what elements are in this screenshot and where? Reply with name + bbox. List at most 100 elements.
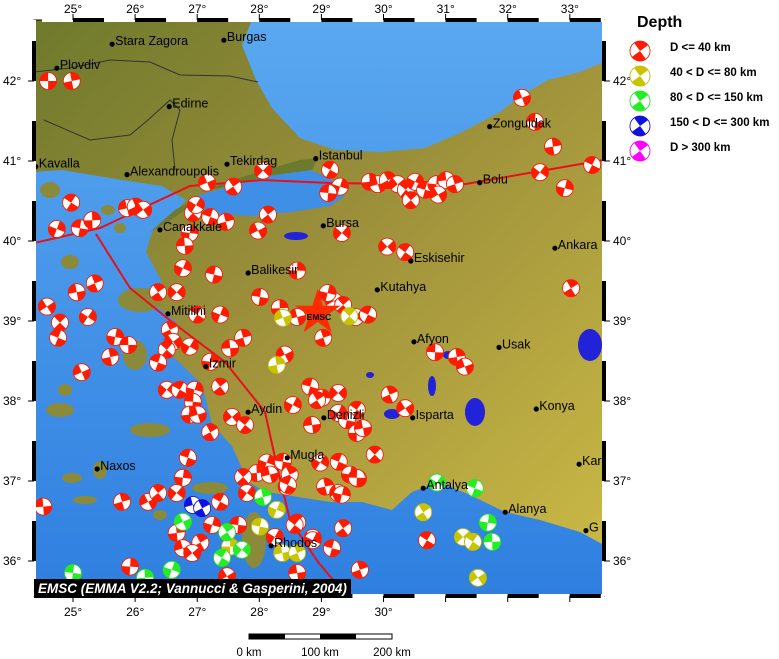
earthquake-mechanism bbox=[67, 283, 86, 302]
lat-label-left: 40° bbox=[3, 234, 21, 248]
earthquake-mechanism bbox=[70, 219, 89, 238]
earthquake-mechanism bbox=[180, 337, 199, 356]
earthquake-mechanism bbox=[329, 384, 348, 402]
earthquake-mechanism bbox=[113, 492, 131, 511]
city-dot bbox=[284, 455, 290, 461]
city-label: G bbox=[589, 521, 599, 535]
epicenter-marker: EMSC bbox=[294, 289, 341, 333]
earthquake-mechanism bbox=[149, 353, 167, 372]
earthquake-mechanism bbox=[323, 539, 341, 558]
earthquake-mechanism bbox=[265, 528, 284, 546]
earthquake-mechanism bbox=[101, 348, 120, 366]
earthquake-mechanism bbox=[365, 445, 384, 464]
earthquake-mechanism bbox=[429, 185, 448, 204]
earthquake-mechanism bbox=[251, 288, 269, 306]
city-dot bbox=[583, 528, 589, 534]
earthquake-mechanism bbox=[174, 468, 192, 487]
city-dot bbox=[374, 287, 380, 293]
lat-label-left: 38° bbox=[3, 394, 21, 408]
city-label: Usak bbox=[502, 337, 531, 351]
scale-label-0: 0 km bbox=[236, 647, 262, 659]
city-label: Konya bbox=[539, 399, 574, 413]
earthquake-mechanism bbox=[483, 532, 502, 551]
earthquake-mechanism bbox=[288, 544, 307, 562]
earthquake-mechanism bbox=[51, 313, 69, 332]
city-label: Rhodos bbox=[274, 536, 317, 550]
earthquake-mechanism bbox=[454, 528, 472, 546]
earthquake-mechanism bbox=[316, 477, 335, 496]
city-dot bbox=[487, 124, 493, 130]
earthquake-mechanism bbox=[544, 137, 562, 156]
map-area: Stara Zagora Burgas Plovdiv Edirne Kavalla Al… bbox=[34, 20, 604, 596]
lon-label-top: 31° bbox=[437, 2, 455, 16]
city-dot bbox=[533, 406, 539, 412]
earthquake-mechanism bbox=[426, 343, 444, 362]
city-label: Ankara bbox=[558, 238, 598, 252]
city-label: Bolu bbox=[483, 173, 508, 187]
earthquake-mechanism bbox=[188, 405, 207, 424]
lon-label-bottom: 28° bbox=[250, 605, 268, 619]
earthquake-mechanism bbox=[288, 261, 307, 280]
city-label: Kavalla bbox=[39, 157, 80, 171]
city-dot bbox=[224, 161, 230, 167]
lakes bbox=[284, 232, 602, 426]
earthquake-mechanism bbox=[174, 512, 192, 531]
earthquake-mechanism bbox=[414, 503, 433, 522]
lon-label-top: 32° bbox=[499, 2, 517, 16]
earthquake-mechanism bbox=[183, 544, 202, 562]
lat-label-left: 37° bbox=[3, 474, 21, 488]
lon-label-top: 27° bbox=[188, 2, 206, 16]
earthquake-mechanism bbox=[237, 484, 256, 502]
earthquake-mechanism bbox=[396, 399, 415, 418]
earthquake-mechanism bbox=[213, 548, 231, 567]
city-dot bbox=[321, 415, 327, 421]
earthquake-mechanism bbox=[314, 328, 333, 347]
lat-label-right: 37° bbox=[613, 474, 631, 488]
epicenter-label: EMSC bbox=[307, 312, 332, 322]
earthquake-mechanism bbox=[216, 212, 235, 231]
scale-bar bbox=[248, 633, 393, 640]
earthquake-mechanism bbox=[187, 196, 205, 214]
earthquake-mechanism bbox=[321, 160, 339, 179]
earthquake-mechanism bbox=[311, 453, 330, 472]
city-dot bbox=[410, 415, 416, 421]
earthquake-mechanism bbox=[236, 416, 254, 434]
earthquake-mechanism bbox=[203, 516, 222, 534]
beachball-red-icon bbox=[629, 40, 651, 62]
earthquake-mechanism bbox=[218, 523, 236, 542]
earthquake-mechanism bbox=[396, 243, 415, 262]
map-credit: EMSC (EMMA V2.2; Vannucci & Gasperini, 2… bbox=[34, 579, 351, 598]
city-dot bbox=[124, 172, 130, 178]
city-label: Antalya bbox=[426, 478, 468, 492]
earthquake-mechanism bbox=[332, 485, 351, 504]
city-dot bbox=[411, 339, 417, 345]
earthquake-mechanism bbox=[167, 484, 186, 502]
city-dot bbox=[420, 485, 426, 491]
lat-label-right: 41° bbox=[613, 154, 631, 168]
earthquake-mechanism bbox=[254, 488, 272, 506]
beachball-blue-icon bbox=[629, 115, 651, 137]
earthquake-mechanism bbox=[106, 328, 125, 346]
city-dot bbox=[576, 461, 582, 467]
lon-label-top: 29° bbox=[312, 2, 330, 16]
city-label: Tekirdag bbox=[230, 154, 277, 168]
legend-item-80-150: 80 < D <= 150 km bbox=[628, 89, 778, 112]
cities: Stara Zagora Burgas Plovdiv Edirne Kavalla Al… bbox=[34, 30, 604, 550]
lon-label-top: 33° bbox=[561, 2, 579, 16]
city-label: Edirne bbox=[172, 97, 208, 111]
city-label: Izmir bbox=[209, 357, 236, 371]
earthquake-mechanism bbox=[149, 283, 167, 302]
earthquake-mechanism bbox=[334, 519, 353, 538]
earthquake-mechanism bbox=[224, 177, 243, 196]
lat-label-left: 36° bbox=[3, 554, 21, 568]
legend-beachball bbox=[629, 115, 651, 137]
lon-label-top: 28° bbox=[250, 2, 268, 16]
city-label: Balikesir bbox=[251, 263, 298, 277]
city-label: Denizli bbox=[327, 408, 365, 422]
lat-label-right: 36° bbox=[613, 554, 631, 568]
borders bbox=[34, 59, 259, 171]
legend-title: Depth bbox=[637, 14, 683, 31]
lat-label-right: 38° bbox=[613, 394, 631, 408]
earthquake-mechanism bbox=[174, 259, 192, 278]
earthquake-mechanism bbox=[162, 560, 181, 579]
